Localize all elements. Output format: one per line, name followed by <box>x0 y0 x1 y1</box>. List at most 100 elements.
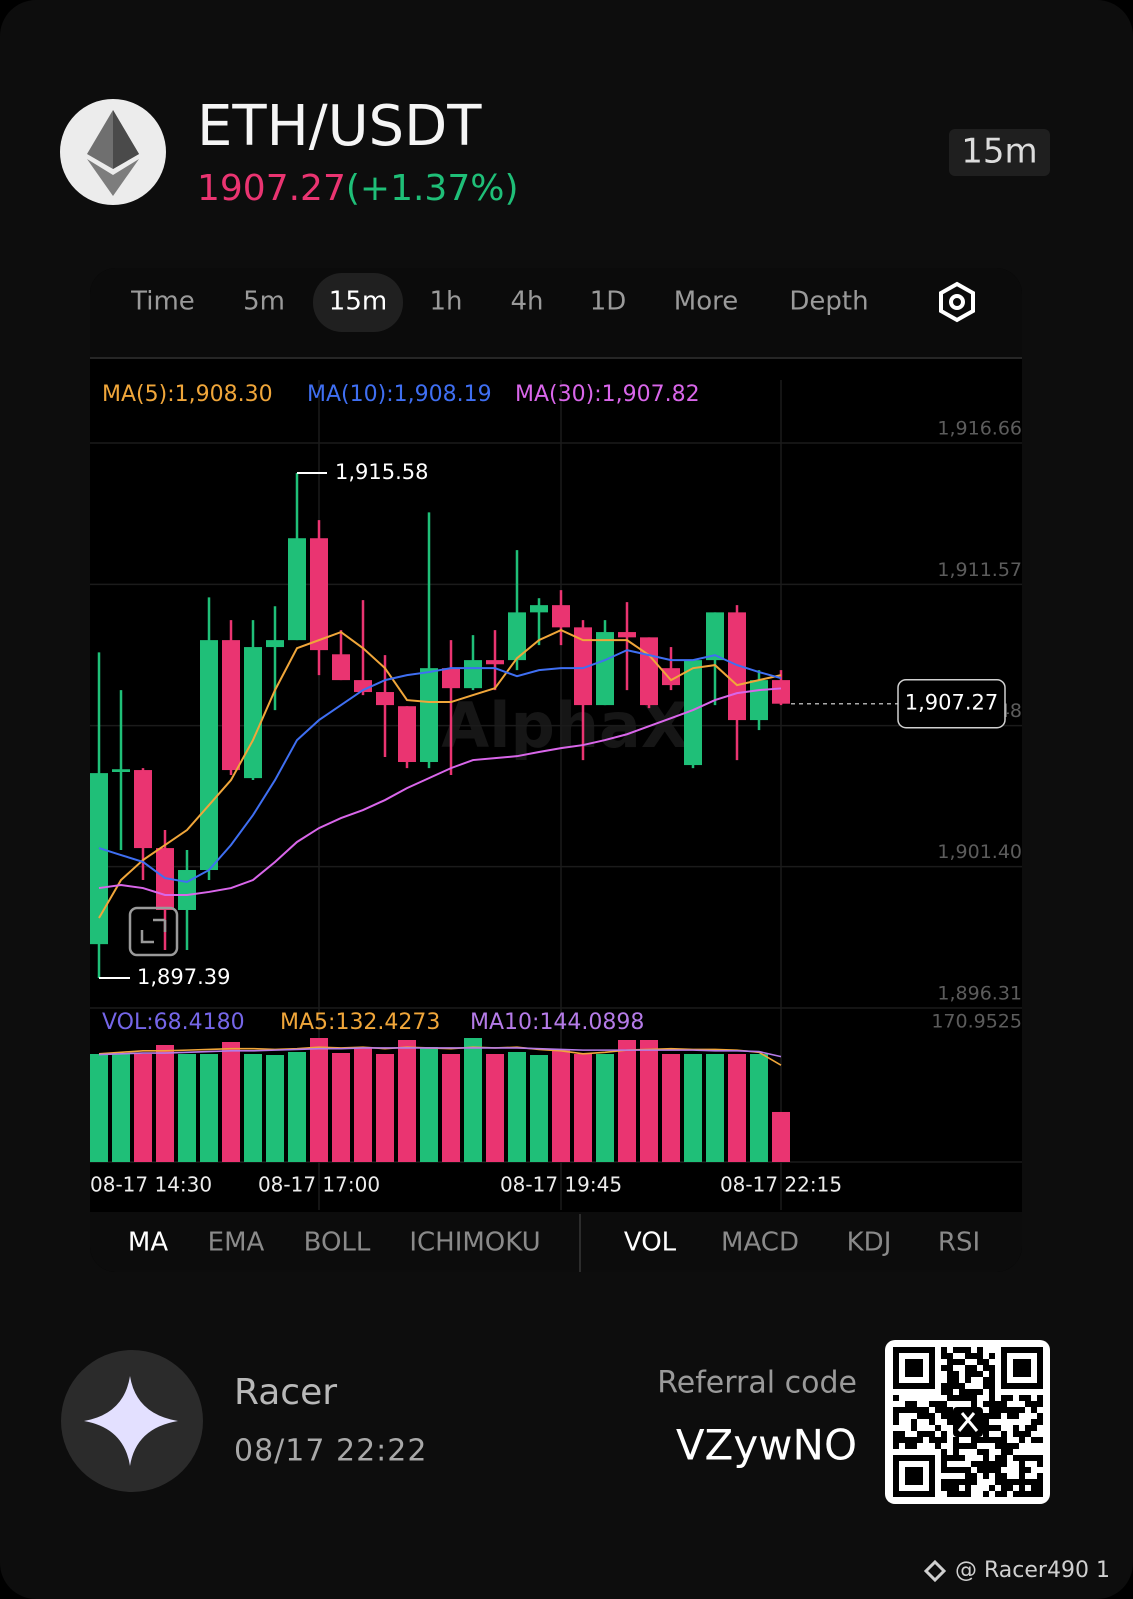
tab-bar <box>90 268 1022 358</box>
qr-module <box>1001 1449 1007 1455</box>
referral-code: VZywNO <box>676 1421 857 1470</box>
timeframe-tab[interactable]: 1D <box>590 287 627 317</box>
settings-icon[interactable] <box>939 281 975 323</box>
qr-module <box>899 1407 905 1413</box>
qr-module <box>983 1461 989 1467</box>
volume-bar <box>684 1054 702 1162</box>
settings-center <box>949 294 965 310</box>
qr-module <box>1019 1461 1025 1467</box>
indicator-tab[interactable]: VOL <box>624 1228 677 1258</box>
qr-module <box>953 1485 959 1491</box>
qr-module <box>977 1347 983 1353</box>
indicator-tab[interactable]: RSI <box>938 1228 980 1258</box>
qr-module <box>911 1419 917 1425</box>
timeframe-tab[interactable]: 4h <box>510 287 543 317</box>
indicator-tab[interactable]: MA <box>128 1228 168 1258</box>
y-tick-label: 1,916.66 <box>937 418 1022 440</box>
volume-bar <box>310 1038 328 1162</box>
timeframe-tab[interactable]: 5m <box>243 287 285 317</box>
candle-body <box>266 640 284 648</box>
timeframe-tab[interactable]: More <box>674 287 738 317</box>
volume-bar <box>288 1051 306 1162</box>
qr-module <box>1013 1425 1019 1431</box>
qr-module <box>1037 1473 1043 1479</box>
qr-module <box>959 1347 965 1353</box>
qr-module <box>911 1407 917 1413</box>
qr-module <box>971 1461 977 1467</box>
indicator-tab[interactable]: MACD <box>721 1228 799 1258</box>
qr-module <box>911 1443 917 1449</box>
qr-module <box>941 1347 947 1353</box>
expand-icon[interactable] <box>128 906 179 957</box>
qr-module <box>929 1437 935 1443</box>
qr-module <box>923 1431 929 1437</box>
qr-module <box>971 1401 977 1407</box>
qr-module <box>953 1359 959 1365</box>
qr-module <box>1013 1407 1019 1413</box>
timeframe-tab[interactable]: Time <box>130 287 195 317</box>
candle-body <box>134 770 152 849</box>
qr-module <box>1007 1407 1013 1413</box>
candle-body <box>640 637 658 706</box>
qr-module <box>953 1347 959 1353</box>
timeframe-tab[interactable]: Depth <box>789 287 868 317</box>
qr-module <box>989 1413 995 1419</box>
qr-module <box>1025 1467 1031 1473</box>
qr-module <box>971 1371 977 1377</box>
qr-module <box>983 1401 989 1407</box>
volume-bar <box>772 1111 790 1162</box>
qr-module <box>1037 1455 1043 1461</box>
qr-module <box>947 1389 953 1395</box>
qr-module <box>1001 1431 1007 1437</box>
qr-module <box>1001 1485 1007 1491</box>
indicator-tab[interactable]: BOLL <box>304 1228 371 1258</box>
qr-module <box>941 1437 947 1443</box>
qr-module <box>947 1455 953 1461</box>
timeframe-tab[interactable]: 15m <box>329 287 387 317</box>
qr-module <box>965 1377 971 1383</box>
qr-module <box>941 1461 947 1467</box>
qr-module <box>1013 1443 1019 1449</box>
qr-module <box>1007 1443 1013 1449</box>
qr-module <box>911 1401 917 1407</box>
indicator-tab[interactable]: EMA <box>208 1228 265 1258</box>
indicator-tab[interactable]: KDJ <box>847 1228 892 1258</box>
qr-module <box>989 1383 995 1389</box>
candle-body <box>596 632 614 706</box>
qr-module <box>941 1365 947 1371</box>
qr-module <box>989 1353 995 1359</box>
qr-module <box>983 1413 989 1419</box>
qr-module <box>953 1449 959 1455</box>
ma-line <box>98 629 782 919</box>
settings-hexagon <box>939 281 975 323</box>
qr-module <box>1037 1437 1043 1443</box>
qr-module <box>941 1383 947 1389</box>
qr-module <box>971 1353 977 1359</box>
y-tick-label: 1,901.40 <box>937 841 1022 863</box>
qr-module <box>1031 1401 1037 1407</box>
volume-bar <box>200 1054 218 1162</box>
candle-body <box>618 632 636 638</box>
qr-module <box>1001 1401 1007 1407</box>
qr-module <box>971 1365 977 1371</box>
qr-module <box>995 1461 1001 1467</box>
qr-module <box>935 1407 941 1413</box>
volume-bar <box>244 1054 262 1162</box>
qr-module <box>917 1437 923 1443</box>
qr-module <box>989 1407 995 1413</box>
qr-module <box>1013 1479 1019 1485</box>
qr-module <box>995 1479 1001 1485</box>
indicator-tab[interactable]: ICHIMOKU <box>409 1228 540 1258</box>
qr-module <box>989 1401 995 1407</box>
qr-module <box>953 1395 959 1401</box>
qr-module <box>989 1377 995 1383</box>
qr-module <box>917 1407 923 1413</box>
qr-module <box>953 1371 959 1377</box>
timeframe-tab[interactable]: 1h <box>429 287 462 317</box>
qr-module <box>953 1455 959 1461</box>
qr-module <box>893 1413 899 1419</box>
qr-module <box>911 1437 917 1443</box>
qr-module <box>983 1449 989 1455</box>
qr-module <box>947 1365 953 1371</box>
qr-module <box>1025 1479 1031 1485</box>
